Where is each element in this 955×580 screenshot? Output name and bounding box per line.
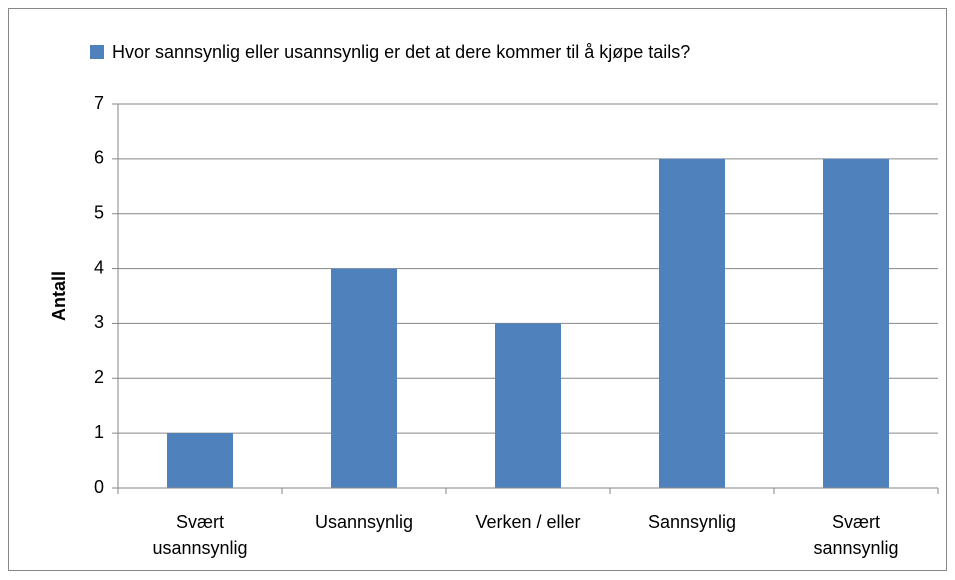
y-tick-label: 3	[94, 312, 104, 332]
y-tick-label: 2	[94, 367, 104, 387]
y-tick-label: 6	[94, 148, 104, 168]
x-tick-label: Svært usannsynlig	[152, 512, 248, 558]
bar	[167, 433, 233, 488]
y-tick-label: 4	[94, 257, 104, 277]
x-tick-label: Sannsynlig	[647, 512, 737, 532]
bar	[495, 323, 561, 488]
x-tick-label: Verken / eller	[475, 512, 581, 532]
y-axis-label: Antall	[49, 271, 69, 321]
y-tick-label: 7	[94, 93, 104, 113]
chart-border	[8, 8, 947, 571]
x-tick-label: Svært sannsynlig	[813, 512, 899, 558]
bar	[659, 158, 725, 488]
legend-swatch	[90, 45, 104, 59]
y-tick-label: 5	[94, 202, 104, 222]
x-tick-label: Usannsynlig	[314, 512, 414, 532]
legend-label: Hvor sannsynlig eller usannsynlig er det…	[112, 42, 690, 62]
y-tick-label: 1	[94, 422, 104, 442]
y-tick-label: 0	[94, 477, 104, 497]
bar	[823, 158, 889, 488]
bar	[331, 268, 397, 488]
